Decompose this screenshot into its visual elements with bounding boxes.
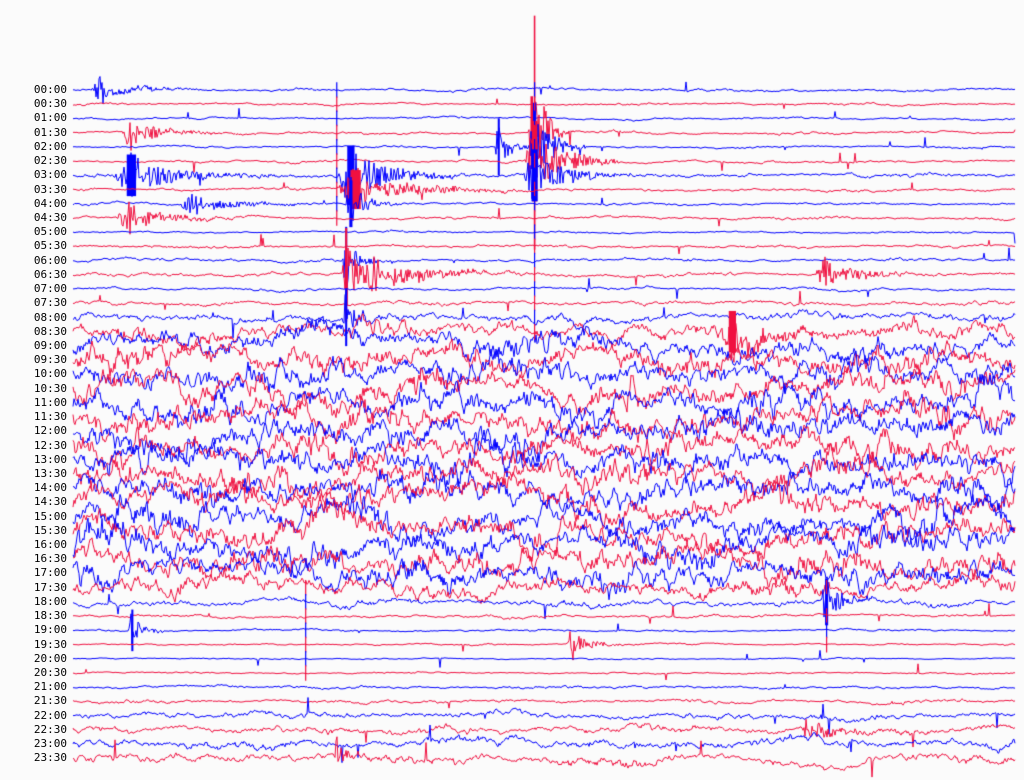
time-label: 05:30 xyxy=(33,239,67,253)
time-label: 15:30 xyxy=(33,523,67,537)
time-label: 18:00 xyxy=(33,594,67,608)
time-label: 16:30 xyxy=(33,552,67,566)
time-label: 08:30 xyxy=(33,324,67,338)
time-label: 04:30 xyxy=(33,210,67,224)
time-label: 03:00 xyxy=(33,168,67,182)
time-label: 05:00 xyxy=(33,225,67,239)
time-label: 02:00 xyxy=(33,139,67,153)
time-label: 20:00 xyxy=(33,651,67,665)
time-axis-labels: 00:00 00:30 01:00 01:30 02:00 02:30 03:00 03:30… xyxy=(0,0,73,780)
time-label: 11:00 xyxy=(33,395,67,409)
time-label: 01:00 xyxy=(33,111,67,125)
time-label: 23:00 xyxy=(33,737,67,751)
time-label: 11:30 xyxy=(33,410,67,424)
time-label: 13:30 xyxy=(33,466,67,480)
time-label: 17:00 xyxy=(33,566,67,580)
time-label: 15:00 xyxy=(33,509,67,523)
time-label: 00:00 xyxy=(33,83,67,96)
time-label: 14:00 xyxy=(33,481,67,495)
time-label: 10:30 xyxy=(33,381,67,395)
time-label: 08:00 xyxy=(33,310,67,324)
time-label: 10:00 xyxy=(33,367,67,381)
time-label: 04:00 xyxy=(33,196,67,210)
time-label: 23:30 xyxy=(33,751,67,765)
time-label: 19:00 xyxy=(33,623,67,637)
time-label: 14:30 xyxy=(33,495,67,509)
time-label: 19:30 xyxy=(33,637,67,651)
time-label: 06:00 xyxy=(33,253,67,267)
time-label: 01:30 xyxy=(33,125,67,139)
time-label: 18:30 xyxy=(33,609,67,623)
time-label: 22:30 xyxy=(33,722,67,736)
time-label: 17:30 xyxy=(33,580,67,594)
time-label: 21:30 xyxy=(33,694,67,708)
time-label: 16:00 xyxy=(33,538,67,552)
time-label: 06:30 xyxy=(33,267,67,281)
time-label: 21:00 xyxy=(33,680,67,694)
time-label: 12:00 xyxy=(33,424,67,438)
time-label: 09:30 xyxy=(33,353,67,367)
time-label: 12:30 xyxy=(33,438,67,452)
time-label: 07:30 xyxy=(33,296,67,310)
time-label: 22:00 xyxy=(33,708,67,722)
time-label: 02:30 xyxy=(33,154,67,168)
time-label: 20:30 xyxy=(33,666,67,680)
time-label: 09:00 xyxy=(33,338,67,352)
time-label: 07:00 xyxy=(33,282,67,296)
time-label: 03:30 xyxy=(33,182,67,196)
time-label: 00:30 xyxy=(33,97,67,111)
time-label: 13:00 xyxy=(33,452,67,466)
